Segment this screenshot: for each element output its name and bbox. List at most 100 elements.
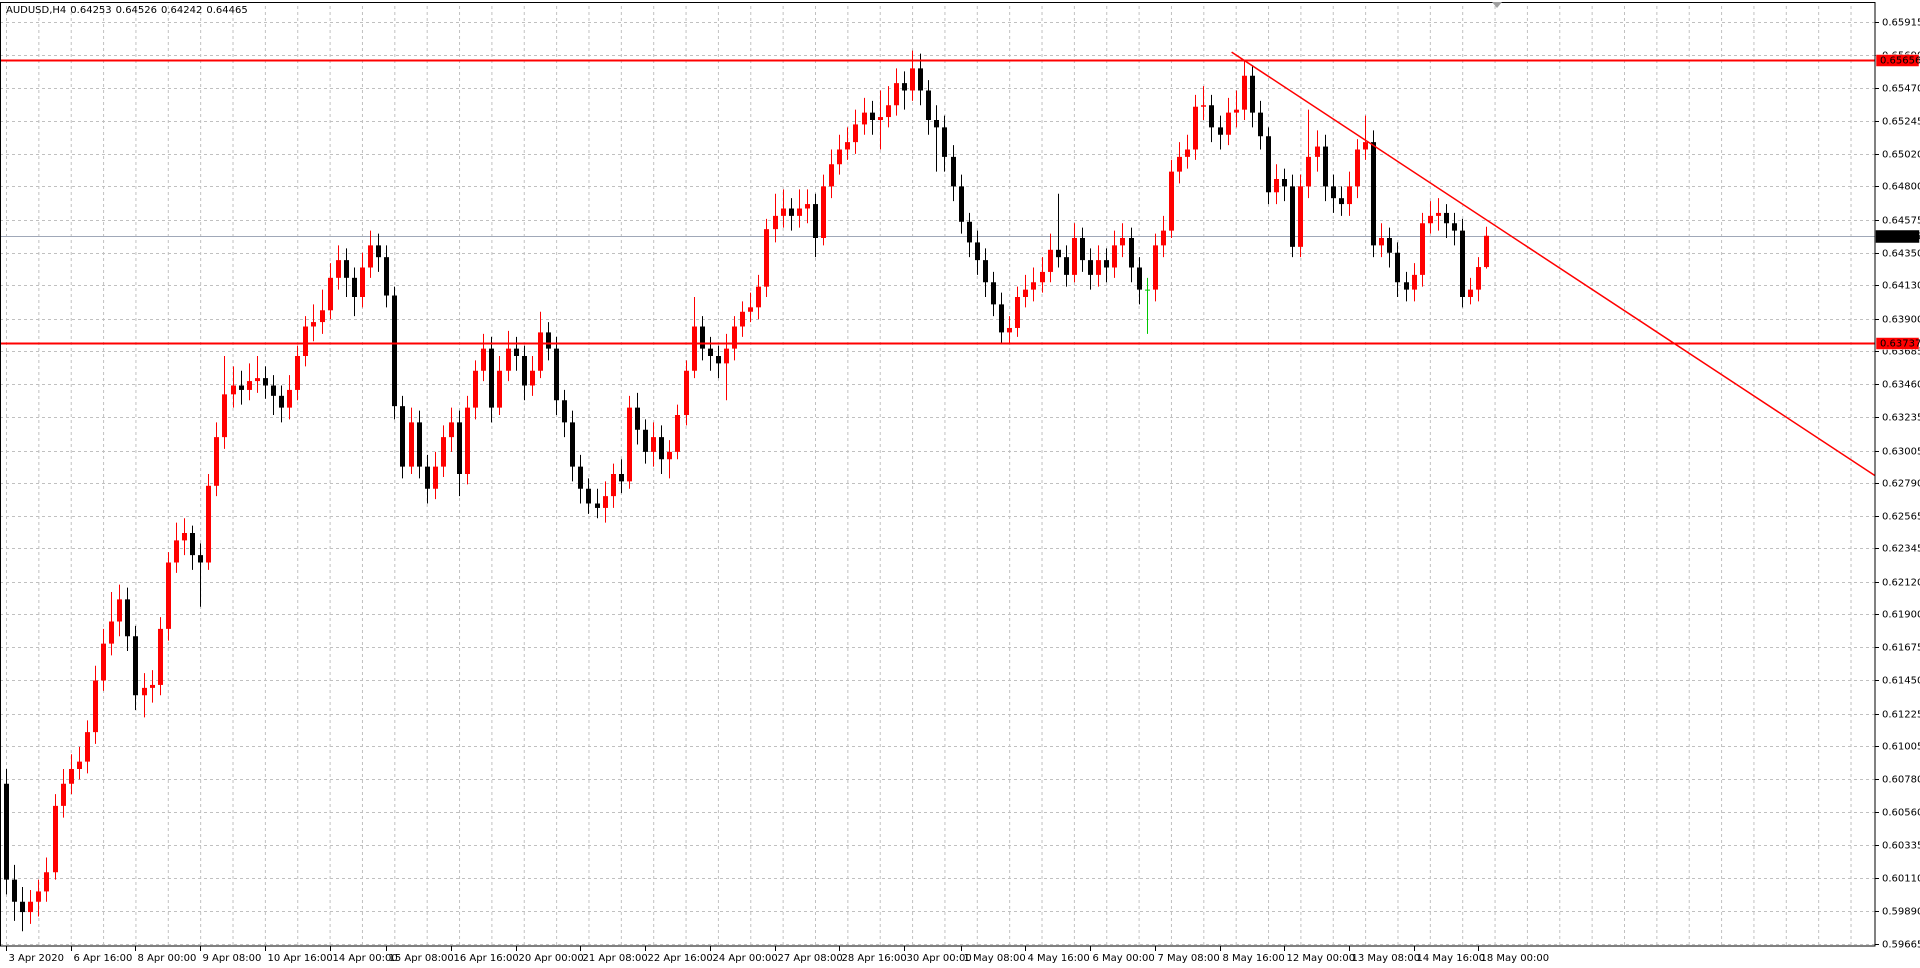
candle-body xyxy=(247,381,252,390)
y-tick-label: 0.59890 xyxy=(1882,907,1920,918)
candle-body xyxy=(1387,238,1392,253)
candle-body xyxy=(1056,249,1061,258)
candle-body xyxy=(578,466,583,489)
candle-body xyxy=(756,286,761,308)
x-tick-label: 8 May 16:00 xyxy=(1223,953,1285,964)
y-tick-label: 0.61900 xyxy=(1882,610,1920,621)
candle-body xyxy=(344,260,349,278)
candle-body xyxy=(231,385,236,395)
candle-body xyxy=(530,370,535,386)
candle-body xyxy=(1428,215,1433,224)
candle-body xyxy=(1404,282,1409,290)
y-tick-label: 0.61005 xyxy=(1882,742,1920,753)
candle-body xyxy=(255,378,260,382)
candle-body xyxy=(934,120,939,128)
candle-body xyxy=(109,621,114,644)
candle-body xyxy=(1145,289,1150,291)
candle-body xyxy=(320,310,325,323)
candle-body xyxy=(886,105,891,118)
plot-frame xyxy=(0,2,1876,947)
candle-body xyxy=(1436,212,1441,216)
candle-body xyxy=(489,348,494,408)
candle-body xyxy=(991,282,996,305)
candle-body xyxy=(538,332,543,371)
candle-body xyxy=(303,326,308,356)
y-tick-label: 0.60560 xyxy=(1882,808,1920,819)
candle-body xyxy=(263,378,268,386)
candle-body xyxy=(69,769,74,784)
y-tick-label: 0.60335 xyxy=(1882,841,1920,852)
candle-body xyxy=(1258,112,1263,137)
candle-body xyxy=(732,326,737,349)
y-tick-label: 0.65470 xyxy=(1882,84,1920,95)
candle-body xyxy=(1137,267,1142,290)
candle-body xyxy=(813,204,818,238)
candle-body xyxy=(271,385,276,396)
candle-body xyxy=(1323,146,1328,187)
candle-body xyxy=(1484,235,1489,268)
candle-body xyxy=(85,732,90,762)
candle-body xyxy=(1339,198,1344,205)
candle-body xyxy=(983,260,988,283)
x-tick-label: 30 Apr 00:00 xyxy=(907,953,972,964)
x-tick-label: 9 Apr 08:00 xyxy=(203,953,262,964)
y-tick-label: 0.65020 xyxy=(1882,150,1920,161)
y-tick-label: 0.63685 xyxy=(1882,347,1920,358)
candle-body xyxy=(603,496,608,508)
candle-body xyxy=(239,385,244,390)
y-tick-label: 0.63900 xyxy=(1882,315,1920,326)
candle-body xyxy=(651,437,656,452)
candle-body xyxy=(400,406,405,467)
candle-body xyxy=(1185,149,1190,157)
y-tick-label: 0.60780 xyxy=(1882,775,1920,786)
y-tick-label: 0.62345 xyxy=(1882,544,1920,555)
candle-body xyxy=(182,533,187,541)
candle-body xyxy=(708,348,713,356)
candle-body xyxy=(1266,136,1271,193)
candle-body xyxy=(61,783,66,806)
y-tick-label: 0.63460 xyxy=(1882,380,1920,391)
candle-body xyxy=(1315,146,1320,157)
vertical-grid xyxy=(0,2,1875,946)
candle-body xyxy=(295,356,300,390)
candle-body xyxy=(611,474,616,497)
candle-body xyxy=(1193,106,1198,150)
candle-body xyxy=(894,83,899,106)
candle-body xyxy=(206,485,211,563)
candle-body xyxy=(1412,274,1417,290)
candle-body xyxy=(1371,142,1376,246)
x-tick-label: 16 Apr 16:00 xyxy=(454,953,519,964)
candle-body xyxy=(870,112,875,120)
candle-body xyxy=(821,186,826,238)
marks-layer xyxy=(4,50,1489,932)
candle-body xyxy=(1282,179,1287,187)
candle-body xyxy=(942,127,947,157)
candle-body xyxy=(1161,230,1166,246)
candle-body xyxy=(44,872,49,892)
candle-body xyxy=(1153,245,1158,290)
candle-body xyxy=(190,533,195,556)
candle-body xyxy=(1355,149,1360,187)
overlay-layer: 0.65656 0.63737 0.64465 xyxy=(0,51,1920,477)
candle-body xyxy=(117,599,122,622)
candle-body xyxy=(643,429,648,452)
x-tick-label: 12 May 00:00 xyxy=(1287,953,1356,964)
candle-body xyxy=(926,90,931,120)
candle-body xyxy=(1395,252,1400,283)
level-label-box xyxy=(1875,54,1920,67)
candle-body xyxy=(214,437,219,486)
x-tick-label: 22 Apr 16:00 xyxy=(648,953,713,964)
y-tick-label: 0.63005 xyxy=(1882,447,1920,458)
candle-body xyxy=(635,407,640,430)
y-tick-label: 0.65245 xyxy=(1882,117,1920,128)
candle-body xyxy=(1452,223,1457,231)
candle-body xyxy=(586,488,591,504)
candle-body xyxy=(514,348,519,356)
y-tick-label: 0.64350 xyxy=(1882,249,1920,260)
x-tick-label: 7 May 08:00 xyxy=(1158,953,1220,964)
candle-body xyxy=(724,348,729,364)
candle-body xyxy=(999,304,1004,333)
last-low: 0.64242 xyxy=(161,5,203,16)
candle-body xyxy=(1201,105,1206,107)
